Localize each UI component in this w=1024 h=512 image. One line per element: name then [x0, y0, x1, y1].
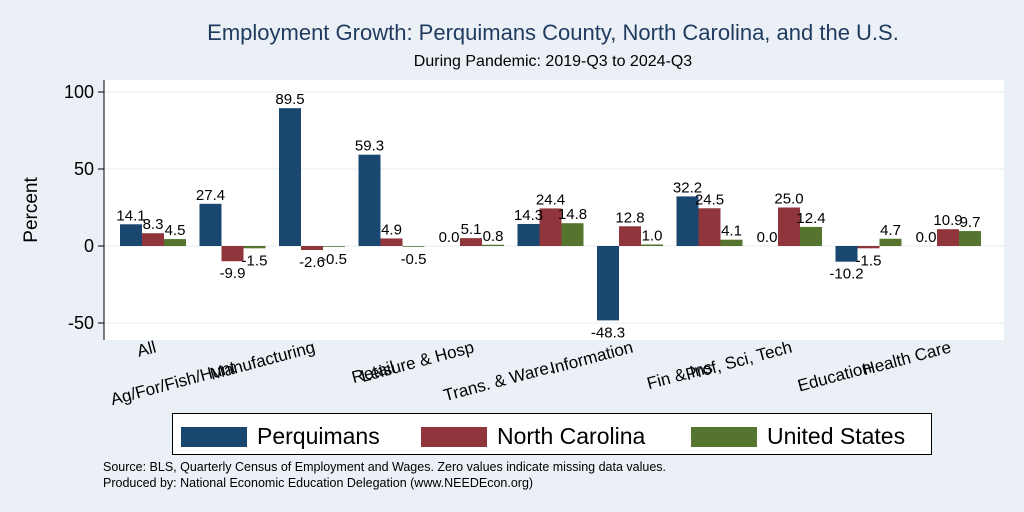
data-label: 14.8 — [558, 206, 587, 223]
chart-subtitle: During Pandemic: 2019-Q3 to 2024-Q3 — [414, 53, 692, 70]
bar-united-states-leisure-hosp — [482, 244, 504, 246]
bar-united-states-manufacturing — [323, 246, 345, 247]
data-label: 14.1 — [116, 207, 145, 224]
bar-north-carolina-all — [142, 233, 164, 246]
data-label: -1.5 — [856, 252, 882, 269]
y-tick-label: 50 — [74, 159, 94, 179]
bar-north-carolina-ag-for-fish-hunt — [221, 246, 244, 262]
legend-label-north-carolina: North Carolina — [497, 423, 646, 449]
data-label: 59.3 — [355, 138, 384, 155]
legend-swatch-perquimans — [181, 426, 247, 447]
data-label: 24.4 — [536, 191, 565, 208]
bar-united-states-ag-for-fish-hunt — [243, 246, 266, 249]
data-label: 12.8 — [615, 209, 644, 226]
data-label: 25.0 — [774, 191, 803, 208]
bar-north-carolina-retail — [380, 238, 403, 246]
x-tick-label: Trans. & Ware. — [441, 358, 555, 406]
bar-north-carolina-leisure-hosp — [460, 238, 482, 246]
data-label: 0.0 — [757, 229, 778, 246]
bar-united-states-all — [164, 239, 186, 246]
data-label: 4.5 — [165, 222, 186, 239]
bar-perquimans-fin-ins — [676, 196, 699, 246]
data-label: 24.5 — [695, 191, 724, 208]
bar-united-states-trans-ware — [561, 223, 584, 246]
y-tick-label: -50 — [68, 313, 94, 333]
data-label: 89.5 — [275, 91, 304, 108]
bar-united-states-prof-sci-tech — [800, 226, 822, 246]
bar-north-carolina-education — [857, 246, 880, 249]
data-label: 0.0 — [916, 229, 937, 246]
data-label: 14.3 — [514, 207, 543, 224]
data-label: 4.7 — [880, 222, 901, 239]
data-label: 5.1 — [461, 221, 482, 238]
x-tick-label: All — [135, 338, 158, 361]
bar-united-states-education — [879, 238, 902, 246]
legend-swatch-north-carolina — [421, 426, 487, 447]
y-tick-label: 0 — [84, 236, 94, 256]
bar-united-states-retail — [402, 246, 425, 247]
data-label: 4.1 — [721, 223, 742, 240]
data-label: 10.9 — [933, 212, 962, 229]
bar-united-states-health-care — [959, 231, 981, 246]
bar-north-carolina-manufacturing — [301, 246, 323, 251]
legend-item-north-carolina: North Carolina — [421, 423, 645, 450]
data-label: -2.6 — [299, 254, 325, 271]
x-tick-label: Manufacturing — [208, 338, 317, 384]
legend: Perquimans North Carolina United States — [172, 413, 932, 455]
data-label: 0.0 — [439, 229, 460, 246]
data-label: 1.0 — [642, 227, 663, 244]
bar-united-states-information — [641, 244, 663, 246]
data-label: -0.5 — [401, 251, 427, 268]
data-label: -9.9 — [220, 265, 246, 282]
bar-north-carolina-information — [619, 226, 641, 246]
bar-perquimans-education — [835, 246, 858, 262]
bar-north-carolina-trans-ware — [539, 208, 562, 246]
bar-perquimans-trans-ware — [517, 223, 540, 246]
data-label: 8.3 — [143, 216, 164, 233]
legend-swatch-united-states — [691, 426, 757, 447]
x-tick-label: Information — [548, 338, 635, 378]
bar-united-states-fin-ins — [720, 239, 743, 246]
bar-north-carolina-fin-ins — [698, 208, 721, 246]
bar-north-carolina-health-care — [937, 229, 959, 246]
chart-title: Employment Growth: Perquimans County, No… — [207, 20, 899, 45]
bar-perquimans-ag-for-fish-hunt — [199, 203, 222, 246]
data-label: 9.7 — [960, 214, 981, 231]
data-label: 12.4 — [796, 210, 825, 227]
y-axis-label: Percent — [21, 177, 42, 243]
data-label: -1.5 — [242, 252, 268, 269]
source-note: Source: BLS, Quarterly Census of Employm… — [103, 460, 667, 474]
data-label: -0.5 — [321, 251, 347, 268]
data-label: 0.8 — [483, 228, 504, 245]
legend-item-perquimans: Perquimans — [181, 423, 380, 450]
x-tick-label: Prof, Sci, Tech — [684, 338, 794, 385]
bar-perquimans-information — [597, 246, 619, 321]
bar-north-carolina-prof-sci-tech — [778, 207, 800, 246]
data-label: 27.4 — [196, 187, 225, 204]
legend-label-perquimans: Perquimans — [257, 423, 380, 449]
bar-perquimans-all — [120, 224, 142, 246]
bar-perquimans-manufacturing — [279, 108, 301, 246]
data-label: -48.3 — [591, 324, 625, 341]
legend-item-united-states: United States — [691, 423, 905, 450]
bar-perquimans-retail — [358, 154, 381, 246]
data-label: -10.2 — [829, 266, 863, 283]
legend-label-united-states: United States — [767, 423, 906, 449]
y-tick-label: 100 — [64, 82, 94, 102]
x-tick-label: Health Care — [860, 338, 953, 380]
data-label: 4.9 — [381, 221, 402, 238]
data-label: 32.2 — [673, 179, 702, 196]
produced-by-note: Produced by: National Economic Education… — [103, 476, 534, 490]
